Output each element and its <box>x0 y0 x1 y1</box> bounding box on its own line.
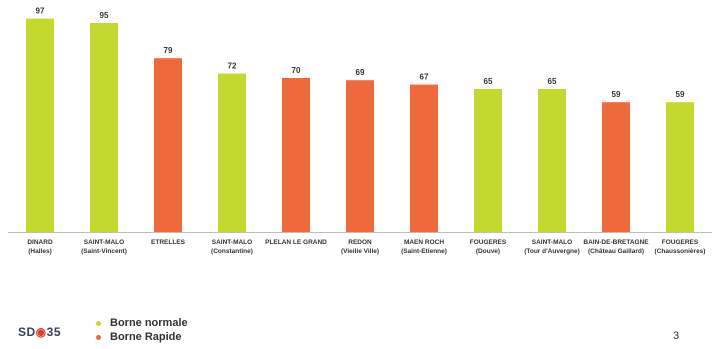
data-label-7: 67 <box>420 73 429 82</box>
data-label-1: 97 <box>36 7 45 16</box>
logo-text-left: SD <box>18 325 36 339</box>
category-label-9: SAINT-MALO <box>532 239 572 246</box>
category-label-6: REDON <box>348 239 372 246</box>
bar-chart: 97 DINARD (Halles) 95 SAINT-MALO (Saint-Vince… <box>8 7 712 255</box>
category-sublabel-4: (Constantine) <box>211 248 253 255</box>
logo-text-right: 35 <box>46 325 62 339</box>
category-sublabel-11: (Chaussonières) <box>655 248 706 255</box>
category-label-4: SAINT-MALO <box>212 239 252 246</box>
legend-label-rapide: Borne Rapide <box>110 331 182 343</box>
bar-1 <box>26 18 54 232</box>
bar-2 <box>90 23 118 232</box>
sde35-logo: SD◉35 <box>18 325 61 339</box>
bar-8 <box>474 89 502 232</box>
data-label-6: 69 <box>356 68 365 77</box>
legend-item-rapide: Borne Rapide <box>96 330 188 344</box>
category-sublabel-8: (Douve) <box>476 248 500 255</box>
bar-11 <box>666 102 694 232</box>
data-label-2: 95 <box>100 11 109 20</box>
category-sublabel-1: (Halles) <box>28 248 51 255</box>
category-label-2: SAINT-MALO <box>84 239 124 246</box>
data-label-10: 59 <box>612 90 621 99</box>
page-number: 3 <box>673 330 680 342</box>
legend-item-normale: Borne normale <box>96 316 188 330</box>
bar-9 <box>538 89 566 232</box>
bar-6 <box>346 80 374 232</box>
category-sublabel-2: (Saint-Vincent) <box>81 248 127 255</box>
bar-10 <box>602 102 630 232</box>
category-sublabel-9: (Tour d'Auvergne) <box>524 248 580 255</box>
category-label-11: FOUGERES <box>662 239 699 246</box>
bar-3 <box>154 58 182 233</box>
bar-4 <box>218 73 246 232</box>
data-label-3: 79 <box>164 46 173 55</box>
bar-5 <box>282 78 310 232</box>
category-sublabel-6: (Vieille Ville) <box>341 248 379 255</box>
category-label-8: FOUGERES <box>470 239 507 246</box>
bar-7 <box>410 84 438 232</box>
category-label-3: ETRELLES <box>151 239 186 246</box>
data-label-5: 70 <box>292 66 301 75</box>
data-label-11: 59 <box>676 90 685 99</box>
data-label-9: 65 <box>548 77 557 86</box>
category-label-5: PLELAN LE GRAND <box>265 239 327 246</box>
legend-marker-normale <box>96 320 101 326</box>
data-label-8: 65 <box>484 77 493 86</box>
legend: Borne normale Borne Rapide <box>96 316 188 344</box>
legend-marker-rapide <box>96 334 101 340</box>
logo-emblem-icon: ◉ <box>35 325 47 339</box>
category-sublabel-7: (Saint-Etienne) <box>401 248 447 255</box>
legend-label-normale: Borne normale <box>110 317 188 329</box>
category-label-7: MAEN ROCH <box>404 239 444 246</box>
category-label-1: DINARD <box>27 239 53 246</box>
category-sublabel-10: (Château Gaillard) <box>588 248 644 255</box>
data-label-4: 72 <box>228 62 237 71</box>
category-label-10: BAIN-DE-BRETAGNE <box>583 239 649 246</box>
